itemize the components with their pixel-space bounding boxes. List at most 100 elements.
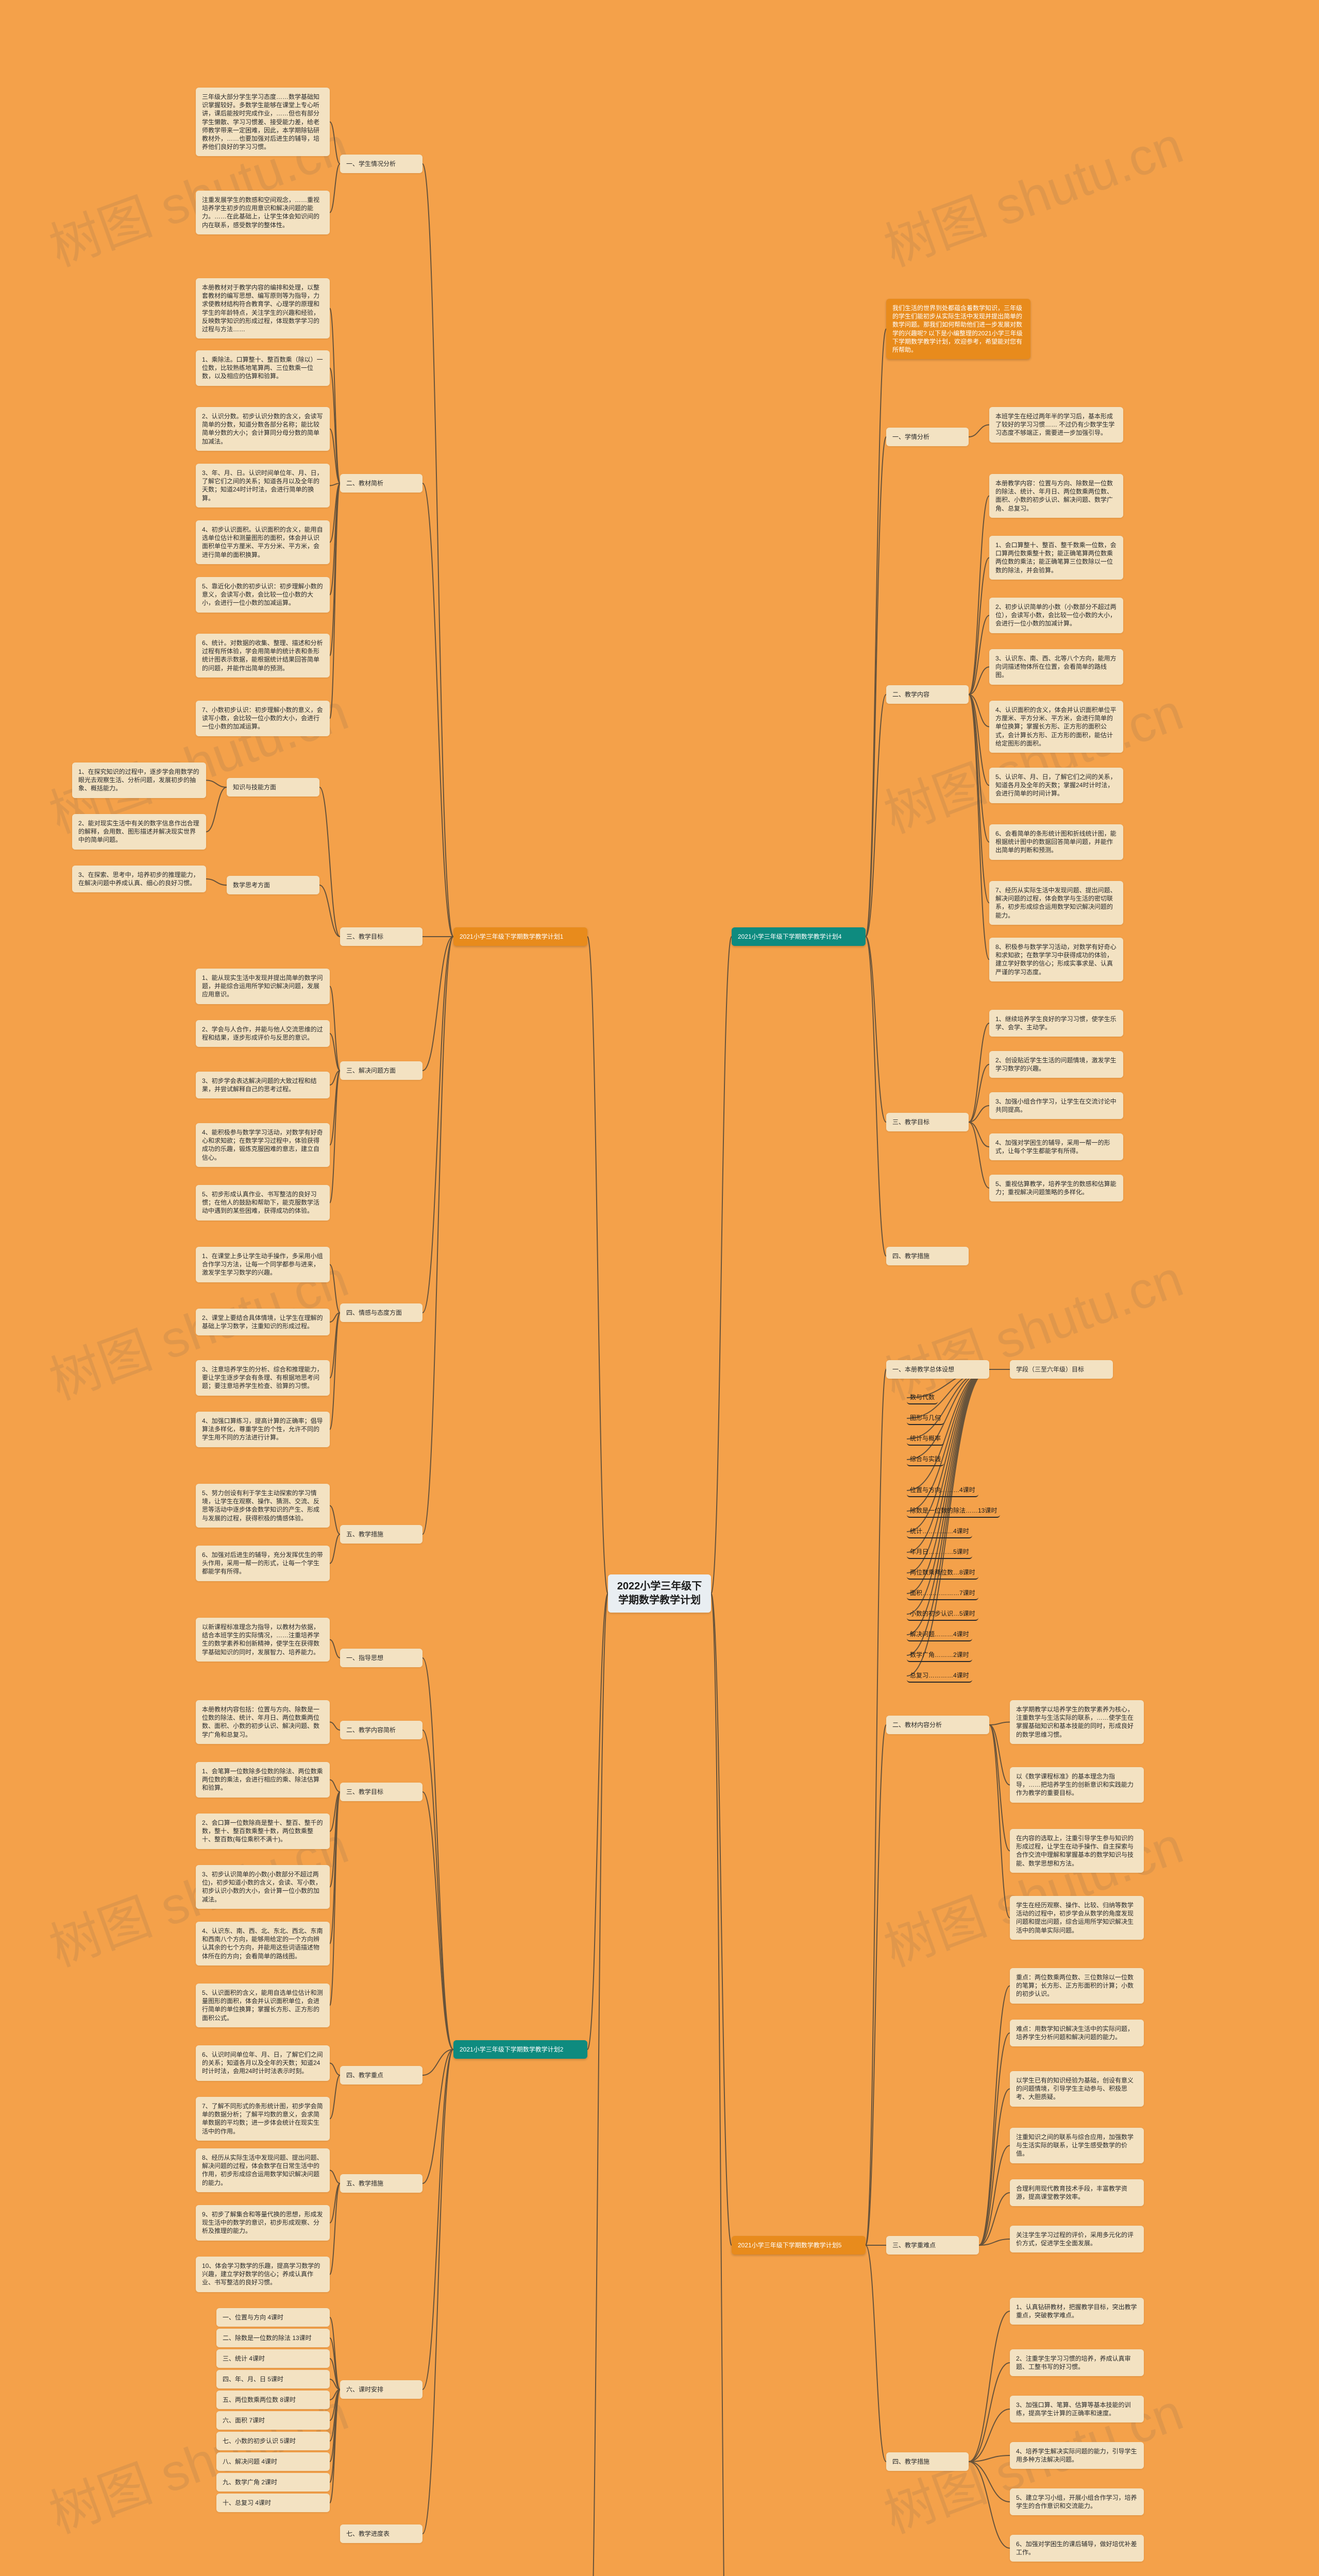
list-item: 面积………………7课时 (907, 1587, 978, 1600)
text-block: 3、加强小组合作学习，让学生在交流讨论中共同提高。 (989, 1092, 1123, 1119)
text-block: 7、了解不同形式的条形统计图，初步学会简单的数据分析；了解平均数的意义，会求简单… (196, 2097, 330, 2141)
text-block: 3、初步学会表达解决问题的大致过程和结果，并尝试解释自己的思考过程。 (196, 1072, 330, 1098)
sub-heading[interactable]: 知识与技能方面 (227, 778, 319, 796)
mindmap-canvas: 树图 shutu.cn 树图 shutu.cn 树图 shutu.cn 树图 s… (0, 0, 1319, 2576)
branch-plan-4[interactable]: 2021小学三年级下学期数学教学计划4 (732, 927, 866, 946)
list-item: 解决问题………4课时 (907, 1628, 972, 1641)
section-heading[interactable]: 三、教学重难点 (886, 2236, 979, 2255)
text-block: 本册教学内容：位置与方向、除数是一位数的除法、统计、年月日、两位数乘两位数、面积… (989, 474, 1123, 518)
text-block: 4、认识面积的含义，体会并认识面积单位平方厘米、平方分米、平方米，会进行简单的单… (989, 701, 1123, 753)
section-heading[interactable]: 三、解决问题方面 (340, 1061, 422, 1080)
text-block: 五、两位数乘两位数 8课时 (216, 2391, 330, 2409)
text-block: 2、初步认识简单的小数（小数部分不超过两位），会读写小数，会比较一位小数的大小，… (989, 598, 1123, 633)
sub-heading[interactable]: 学段（三至六年级）目标 (1010, 1360, 1113, 1379)
text-block: 本册教材内容包括：位置与方向、除数是一位数的除法、统计、年月日、两位数乘两位数、… (196, 1700, 330, 1744)
text-block: 注重发展学生的数感和空间观念，……重视培养学生初步的应用意识和解决问题的能力。…… (196, 191, 330, 234)
text-block: 4、认识东、南、西、北、东北、西北、东南和西南八个方向，能够用给定的一个方向辨认… (196, 1922, 330, 1965)
text-block: 7、经历从实际生活中发现问题、提出问题、解决问题的过程，体会数学与生活的密切联系… (989, 881, 1123, 925)
text-block: 九、数学广角 2课时 (216, 2473, 330, 2492)
text-block: 以新课程标准理念为指导，以教材为依据，结合本班学生的实际情况，……注重培养学生的… (196, 1618, 330, 1662)
text-block: 5、认识年、月、日，了解它们之间的关系，知道各月及全年的天数；掌握24时计时法，… (989, 768, 1123, 803)
root-node[interactable]: 2022小学三年级下学期数学教学计划 (608, 1574, 711, 1613)
text-block: 3、注意培养学生的分析、综合和推理能力，要让学生逐步学会有条理、有根据地思考问题… (196, 1360, 330, 1396)
text-block: 5、靠近化小数的初步认识：初步理解小数的意义，会读写小数，会比较一位小数的大小，… (196, 577, 330, 613)
text-block: 2、课堂上要结合具体情境，让学生在理解的基础上学习数学，注重知识的形成过程。 (196, 1309, 330, 1335)
section-heading[interactable]: 三、教学目标 (340, 927, 422, 946)
text-block: 6、统计。对数据的收集、整理、描述和分析过程有所体验，学会用简单的统计表和条形统… (196, 634, 330, 677)
section-heading[interactable]: 一、指导思想 (340, 1649, 422, 1667)
section-heading[interactable]: 七、教学进度表 (340, 2524, 422, 2543)
text-block: 6、加强对后进生的辅导，充分发挥优生的带头作用，采用一帮一的形式，让每一个学生都… (196, 1546, 330, 1581)
text-block: 本班学生在经过两年半的学习后，基本形成了较好的学习习惯…… 不过仍有少数学生学习… (989, 407, 1123, 443)
text-block: 4、加强对学困生的辅导，采用一帮一的形式，让每个学生都能学有所得。 (989, 1133, 1123, 1160)
text-block: 本学期教学以培养学生的数学素养为核心，注重数学与生活实际的联系，……使学生在掌握… (1010, 1700, 1144, 1744)
text-block: 2、会口算一位数除商是整十、整百、整千的数，整十、整百数乘整十数，两位数乘整十、… (196, 1814, 330, 1849)
text-block: 注重知识之间的联系与综合应用，加强数学与生活实际的联系，让学生感受数学的价值。 (1010, 2128, 1144, 2163)
text-block: 3、加强口算、笔算、估算等基本技能的训练，提高学生计算的正确率和速度。 (1010, 2396, 1144, 2422)
text-block: 8、积极参与数学学习活动，对数学有好奇心和求知欲；在数学学习中获得成功的体验，建… (989, 938, 1123, 981)
text-block: 7、小数初步认识：初步理解小数的意义，会读写小数，会比较一位小数的大小，会进行一… (196, 701, 330, 736)
text-block: 一、位置与方向 4课时 (216, 2308, 330, 2327)
section-heading[interactable]: 三、教学目标 (340, 1783, 422, 1801)
section-heading[interactable]: 一、学生情况分析 (340, 155, 422, 173)
sub-heading[interactable]: 数学思考方面 (227, 876, 319, 894)
text-block: 6、会看简单的条形统计图和折线统计图，能根据统计图中的数据回答简单问题，并能作出… (989, 824, 1123, 860)
text-block: 六、面积 7课时 (216, 2411, 330, 2430)
list-item: 数学广角………2课时 (907, 1649, 972, 1662)
text-block: 三、统计 4课时 (216, 2349, 330, 2368)
text-block: 2、创设贴近学生生活的问题情境，激发学生学习数学的兴趣。 (989, 1051, 1123, 1078)
list-item: 综合与实践 (907, 1453, 944, 1466)
branch-plan-1[interactable]: 2021小学三年级下学期数学教学计划1 (453, 927, 587, 946)
text-block: 1、在探究知识的过程中，逐步学会用数学的眼光去观察生活、分析问题，发展初步的抽象… (72, 762, 206, 798)
list-item: 统计与概率 (907, 1432, 944, 1446)
text-block: 9、初步了解集合和等量代换的思想，形成发现生活中的数学的意识，初步形成观察、分析… (196, 2205, 330, 2241)
list-item: 数与代数 (907, 1391, 938, 1404)
text-block: 2、注重学生学习习惯的培养，养成认真审题、工整书写的好习惯。 (1010, 2349, 1144, 2376)
branch-plan-2[interactable]: 2021小学三年级下学期数学教学计划2 (453, 2040, 587, 2059)
list-item: 两位数乘两位数…8课时 (907, 1566, 978, 1580)
section-heading[interactable]: 二、教学内容简析 (340, 1721, 422, 1739)
section-heading[interactable]: 二、教材简析 (340, 474, 422, 493)
list-item: 统计……………4课时 (907, 1525, 972, 1538)
section-heading[interactable]: 四、教学措施 (886, 2452, 969, 2471)
section-heading[interactable]: 四、教学重点 (340, 2066, 422, 2084)
text-block: 4、初步认识面积。认识面积的含义，能用自选单位估计和测量图形的面积，体会并认识面… (196, 520, 330, 564)
text-block: 难点：用数学知识解决生活中的实际问题，培养学生分析问题和解决问题的能力。 (1010, 2020, 1144, 2046)
text-block: 1、在课堂上多让学生动手操作，多采用小组合作学习方法，让每一个同学都参与进来，激… (196, 1247, 330, 1282)
text-block: 3、初步认识简单的小数(小数部分不超过两位)，初步知道小数的含义，会读、写小数，… (196, 1865, 330, 1909)
text-block: 5、重视估算教学，培养学生的数感和估算能力；重视解决问题策略的多样化。 (989, 1175, 1123, 1201)
text-block: 八、解决问题 4课时 (216, 2452, 330, 2471)
section-heading[interactable]: 五、教学措施 (340, 2174, 422, 2193)
list-item: 除数是一位数的除法……13课时 (907, 1504, 1000, 1518)
text-block: 6、加强对学困生的课后辅导，做好培优补差工作。 (1010, 2535, 1144, 2562)
text-block: 1、认真钻研教材，把握教学目标，突出教学重点，突破教学难点。 (1010, 2298, 1144, 2325)
section-heading[interactable]: 一、本册教学总体设想 (886, 1360, 989, 1379)
section-heading[interactable]: 三、教学目标 (886, 1113, 969, 1131)
lead-paragraph: 我们生活的世界到处都蕴含着数学知识，三年级的学生们能初步从实际生活中发现并提出简… (886, 299, 1030, 359)
list-item: 位置与方向………4课时 (907, 1484, 978, 1497)
text-block: 学生在经历观察、操作、比较、归纳等数学活动的过程中，初步学会从数学的角度发现问题… (1010, 1896, 1144, 1940)
list-item: 图形与几何 (907, 1412, 944, 1425)
text-block: 4、加强口算练习，提高计算的正确率；倡导算法多样化，尊重学生的个性，允许不同的学… (196, 1412, 330, 1447)
text-block: 1、能从现实生活中发现并提出简单的数学问题，并能综合运用所学知识解决问题，发展应… (196, 969, 330, 1004)
section-heading[interactable]: 四、教学措施 (886, 1247, 969, 1265)
text-block: 合理利用现代教育技术手段，丰富教学资源，提高课堂教学效率。 (1010, 2179, 1144, 2206)
text-block: 2、学会与人合作，并能与他人交流思维的过程和结果，逐步形成评价与反思的意识。 (196, 1020, 330, 1047)
text-block: 在内容的选取上，注重引导学生参与知识的形成过程，让学生在动手操作、自主探索与合作… (1010, 1829, 1144, 1873)
text-block: 6、认识时间单位年、月、日，了解它们之间的关系；知道各月以及全年的天数；知道24… (196, 2045, 330, 2081)
text-block: 十、总复习 4课时 (216, 2494, 330, 2512)
branch-plan-5[interactable]: 2021小学三年级下学期数学教学计划5 (732, 2236, 866, 2255)
section-heading[interactable]: 四、情感与态度方面 (340, 1303, 422, 1322)
text-block: 七、小数的初步认识 5课时 (216, 2432, 330, 2450)
section-heading[interactable]: 二、教材内容分析 (886, 1716, 989, 1734)
list-item: 年月日…………5课时 (907, 1546, 972, 1559)
section-heading[interactable]: 二、教学内容 (886, 685, 969, 704)
text-block: 1、会口算整十、整百、整千数乘一位数，会口算两位数乘整十数；能正确笔算两位数乘两… (989, 536, 1123, 580)
text-block: 以《数学课程标准》的基本理念为指导，……把培养学生的创新意识和实践能力作为教学的… (1010, 1767, 1144, 1803)
section-heading[interactable]: 一、学情分析 (886, 428, 969, 446)
list-item: 总复习…………4课时 (907, 1669, 972, 1683)
section-heading[interactable]: 六、课时安排 (340, 2380, 422, 2399)
text-block: 5、初步形成认真作业、书写整洁的良好习惯；在他人的鼓励和帮助下，能克服数学活动中… (196, 1185, 330, 1221)
section-heading[interactable]: 五、教学措施 (340, 1525, 422, 1544)
text-block: 三年级大部分学生学习态度……数学基础知识掌握较好。多数学生能够在课堂上专心听讲，… (196, 88, 330, 156)
